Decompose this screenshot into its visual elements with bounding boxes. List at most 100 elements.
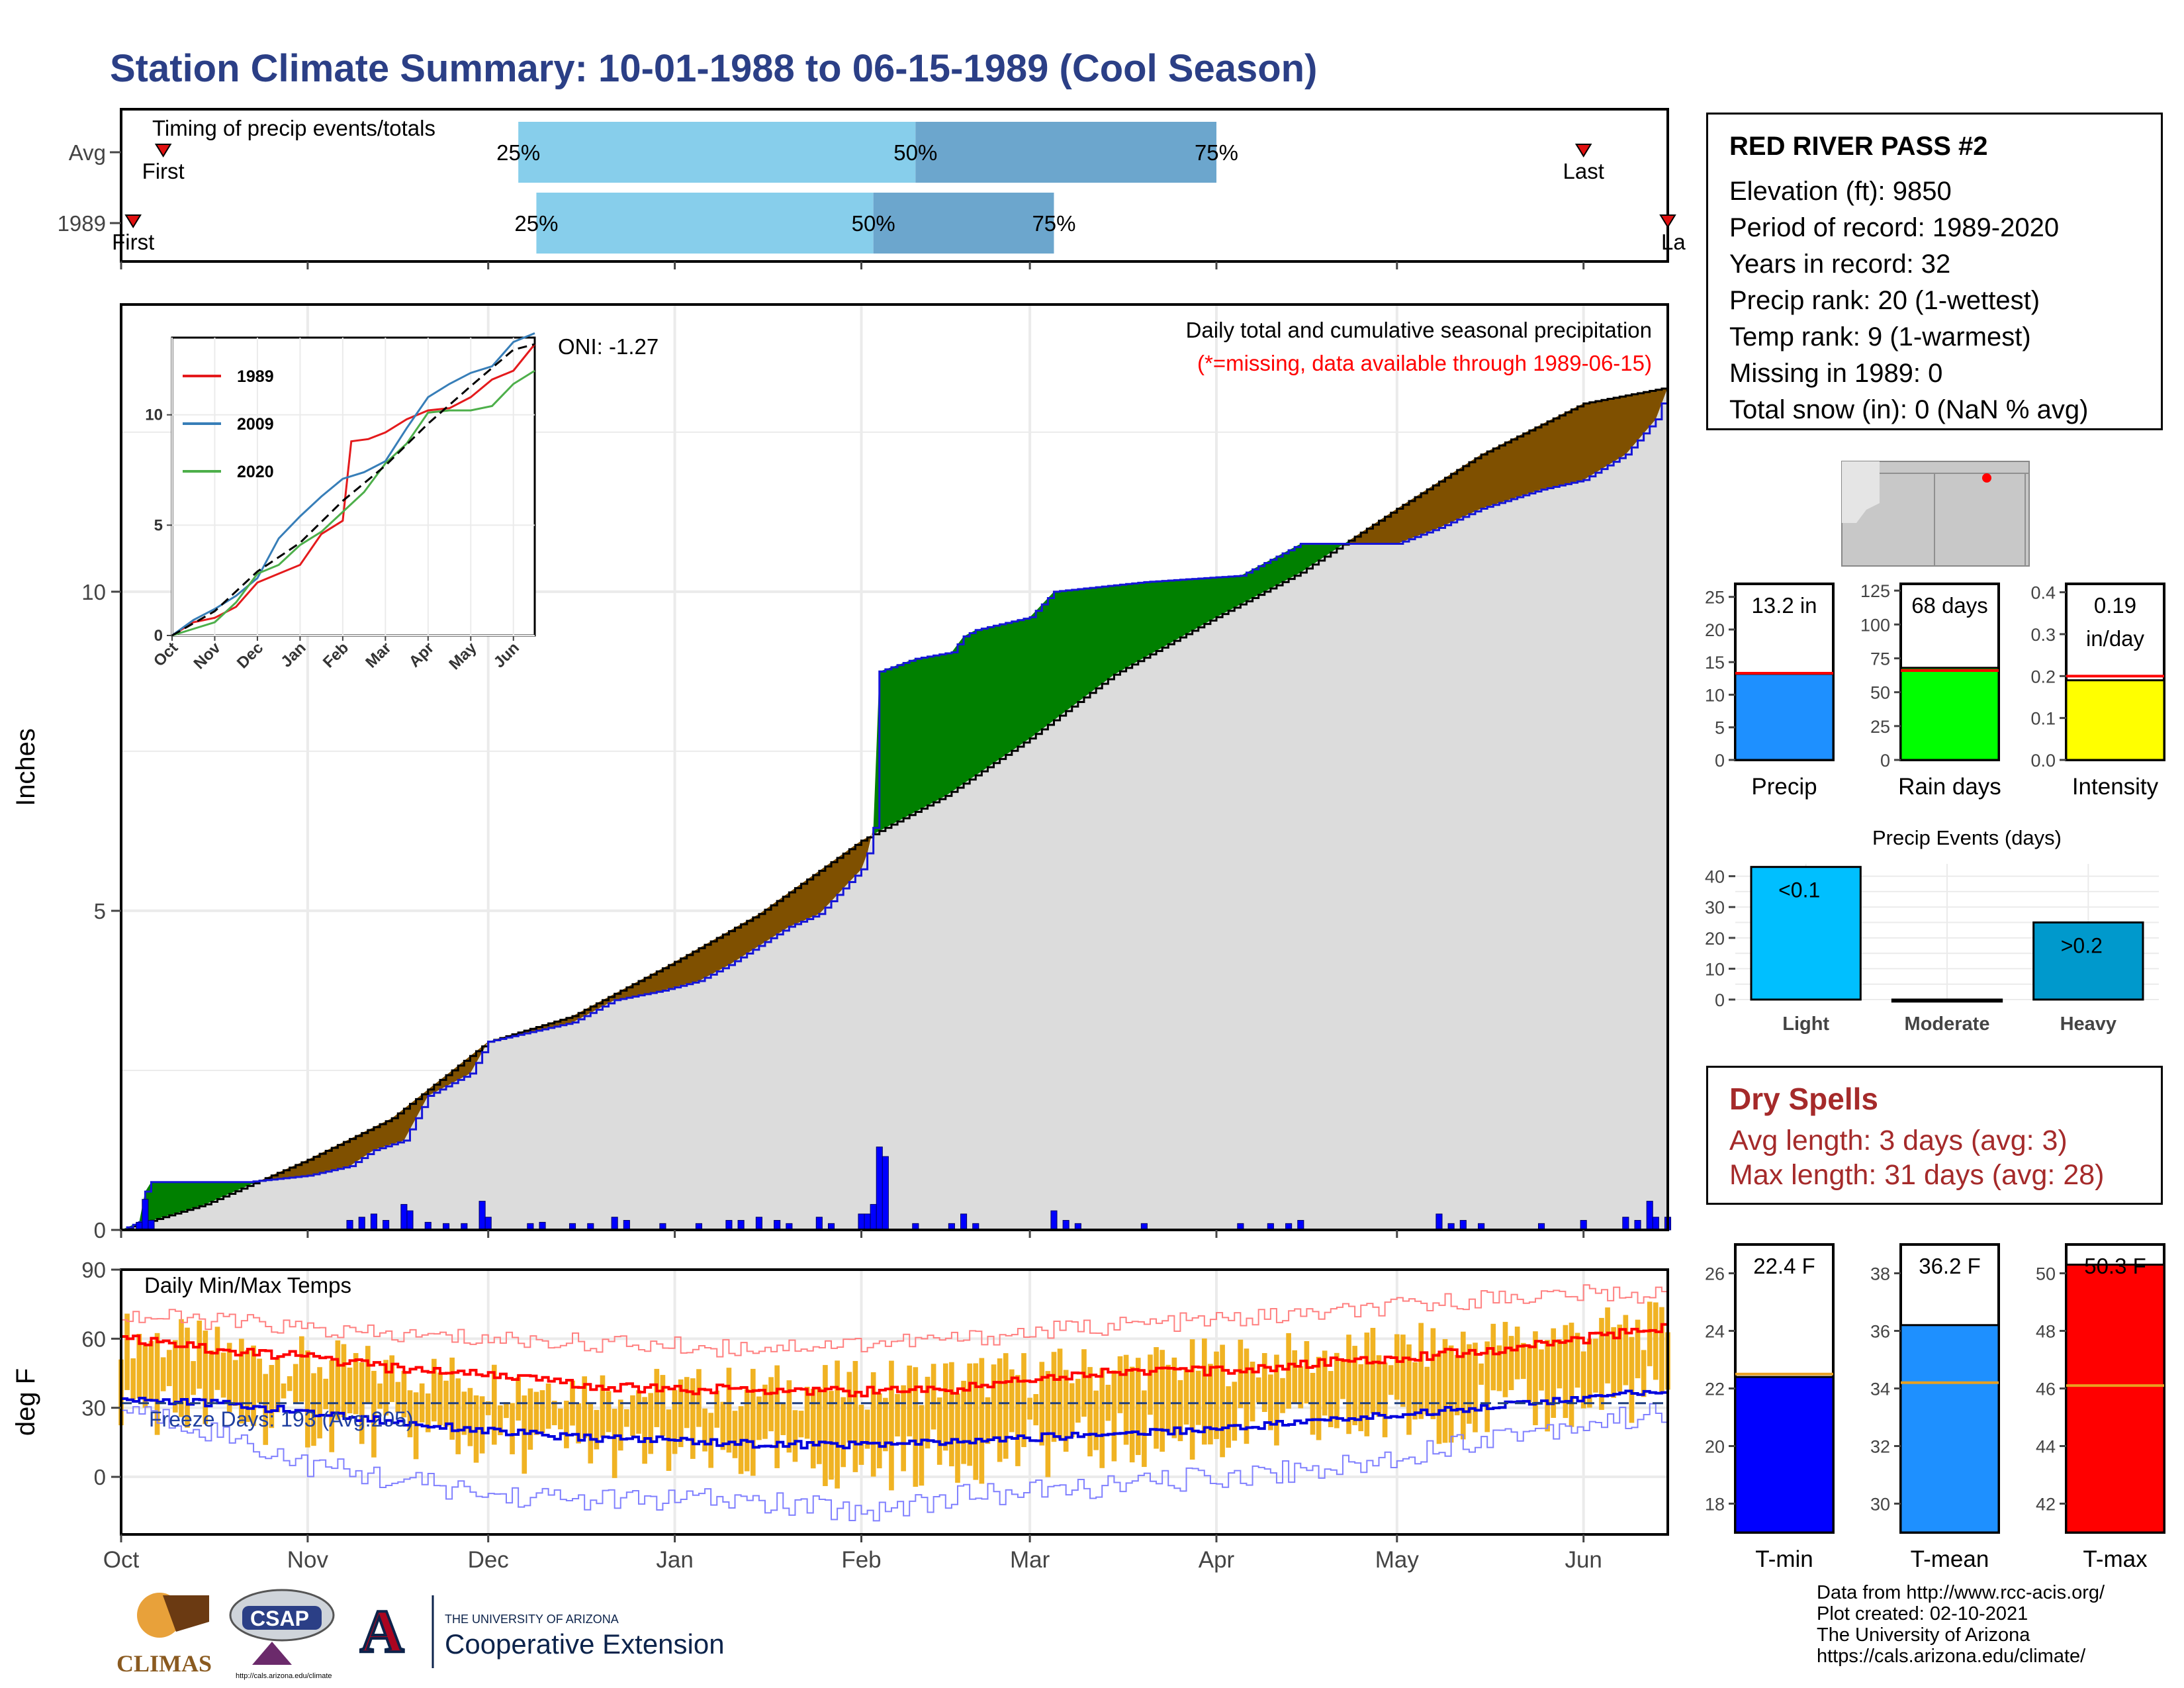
temps-daily-bar bbox=[197, 1321, 203, 1389]
temps-daily-bar bbox=[1527, 1345, 1532, 1403]
precip-frame bbox=[120, 303, 1669, 1231]
temps-daily-bar bbox=[630, 1395, 635, 1436]
temps-daily-bar bbox=[1135, 1358, 1141, 1456]
precip-above-avg-area bbox=[873, 540, 1349, 835]
temps-daily-bar bbox=[148, 1340, 154, 1401]
temp-summary-0-y-ticklabel: 26 bbox=[1705, 1264, 1725, 1284]
temps-daily-bar bbox=[1424, 1366, 1430, 1415]
temp-summary-1-y-ticklabel: 32 bbox=[1870, 1437, 1890, 1457]
temps-daily-bar bbox=[371, 1370, 377, 1458]
temps-daily-bar bbox=[967, 1363, 972, 1466]
precip-daily-bar bbox=[1459, 1220, 1467, 1231]
temps-daily-bar bbox=[1177, 1380, 1183, 1442]
temps-daily-bar bbox=[576, 1403, 581, 1444]
temps-daily-bar bbox=[1051, 1352, 1057, 1442]
precip-y-ticklabel: 5 bbox=[94, 899, 106, 923]
temps-x-ticklabel: May bbox=[1375, 1547, 1420, 1573]
temps-daily-bar bbox=[1412, 1362, 1418, 1420]
summary-0-y-ticklabel: 5 bbox=[1715, 718, 1725, 738]
temps-daily-bar bbox=[1574, 1333, 1580, 1388]
precip-daily-bar bbox=[858, 1213, 865, 1231]
temps-x-ticklabel: Oct bbox=[103, 1547, 140, 1573]
temps-daily-bar bbox=[1551, 1328, 1557, 1418]
summary-1-y-ticklabel: 25 bbox=[1870, 717, 1890, 737]
temps-daily-bar bbox=[1201, 1338, 1207, 1445]
temps-avg-max-line bbox=[121, 1323, 1669, 1397]
precip-daily-bar bbox=[358, 1217, 365, 1231]
events-bar bbox=[2032, 921, 2144, 1001]
precip-daily-bar bbox=[737, 1220, 745, 1231]
temps-daily-bar bbox=[582, 1376, 588, 1438]
temps-x-ticklabel: Mar bbox=[1010, 1547, 1050, 1573]
timing-q75-label: 75% bbox=[1195, 140, 1238, 165]
temps-daily-bar bbox=[870, 1372, 876, 1477]
summary-2-y-ticklabel: 0.0 bbox=[2030, 751, 2056, 771]
summary-1-y-ticklabel: 75 bbox=[1870, 649, 1890, 669]
csap-logo: CSAP http://cals.arizona.edu/climate bbox=[229, 1589, 335, 1680]
station-info-box: RED RIVER PASS #2 Elevation (ft): 9850 P… bbox=[1706, 113, 2163, 430]
temps-daily-bar bbox=[1322, 1350, 1328, 1416]
temps-daily-bar bbox=[690, 1378, 696, 1459]
csap-url: http://cals.arizona.edu/climate bbox=[236, 1672, 332, 1680]
precip-panel: 0 5 10 Inches Daily total and cumulative sea… bbox=[11, 303, 1672, 1243]
temp-summary-1-y-ticklabel: 30 bbox=[1870, 1495, 1890, 1515]
temps-daily-bar bbox=[432, 1358, 437, 1422]
temp-summary-2-y-ticklabel: 46 bbox=[2036, 1380, 2056, 1399]
timing-last-label: La bbox=[1661, 230, 1686, 254]
temps-daily-bar bbox=[1093, 1390, 1099, 1450]
temps-daily-bar bbox=[1304, 1340, 1310, 1404]
temps-daily-bar bbox=[756, 1396, 762, 1440]
temps-daily-bar bbox=[660, 1375, 666, 1436]
temps-daily-bar bbox=[455, 1378, 461, 1454]
precip-daily-bar bbox=[1062, 1220, 1069, 1231]
station-years: Years in record: 32 bbox=[1729, 250, 1951, 279]
station-period: Period of record: 1989-2020 bbox=[1729, 213, 2060, 242]
dry-spells-title: Dry Spells bbox=[1729, 1082, 1878, 1116]
temps-daily-bar bbox=[588, 1402, 594, 1464]
precip-daily-bar bbox=[148, 1220, 155, 1231]
temps-daily-bar bbox=[1448, 1345, 1454, 1443]
timing-first-marker bbox=[154, 144, 172, 158]
timing-panel: Timing of precip events/totals Avg 25% 50% 7… bbox=[58, 108, 1686, 269]
temps-daily-bar bbox=[1394, 1334, 1400, 1400]
temps-daily-bar bbox=[461, 1391, 467, 1435]
events-category-label: Light bbox=[1782, 1013, 1829, 1035]
temp-summary-0-y-ticklabel: 20 bbox=[1705, 1437, 1725, 1457]
precip-title: Daily total and cumulative seasonal prec… bbox=[1186, 318, 1652, 342]
temps-daily-bar bbox=[365, 1346, 371, 1404]
timing-row-label: 1989 bbox=[58, 211, 106, 236]
inset-series-2009 bbox=[171, 332, 535, 637]
temps-freeze-label: Freeze Days: 193 (Avg:205) bbox=[149, 1407, 414, 1431]
timing-last-marker bbox=[1659, 214, 1676, 228]
timing-bar-q50-q75 bbox=[915, 122, 1216, 183]
map-outside-area bbox=[1842, 461, 1880, 523]
precip-daily-bar bbox=[1580, 1220, 1587, 1231]
inset-y-ticklabel: 0 bbox=[154, 627, 163, 645]
precip-daily-bar bbox=[623, 1220, 630, 1231]
events-y-ticklabel: 20 bbox=[1705, 929, 1725, 949]
summary-0-value-label: 13.2 in bbox=[1751, 593, 1817, 618]
temps-daily-bar bbox=[720, 1401, 726, 1450]
csap-text: CSAP bbox=[250, 1607, 309, 1630]
temps-daily-bar bbox=[1183, 1369, 1189, 1425]
temp-summary-1-bar bbox=[1899, 1324, 2000, 1534]
inset-frame bbox=[171, 336, 536, 637]
temps-daily-bar bbox=[798, 1411, 804, 1438]
temps-daily-bar bbox=[1593, 1338, 1598, 1393]
temps-daily-bar bbox=[1328, 1371, 1334, 1427]
temps-daily-bar bbox=[1232, 1382, 1238, 1441]
credits-line2: Plot created: 02-10-2021 bbox=[1817, 1603, 2028, 1624]
temps-daily-bar bbox=[1195, 1370, 1201, 1425]
temp-summary-panel: 22.4 F 18 20 22 24 26 T-min 36.2 F 30 32 34 36 38 T-m… bbox=[1705, 1243, 2165, 1572]
precip-avg-line bbox=[121, 387, 1669, 1231]
summary-1-value-label: 68 days bbox=[1911, 593, 1988, 618]
temps-daily-bar bbox=[907, 1365, 913, 1436]
temps-daily-bar bbox=[1160, 1350, 1165, 1452]
temps-daily-bar bbox=[612, 1409, 617, 1478]
temps-daily-bar bbox=[173, 1340, 178, 1413]
temps-daily-bar bbox=[594, 1409, 600, 1450]
temps-daily-bar bbox=[551, 1401, 557, 1426]
temp-summary-1-y-ticklabel: 36 bbox=[1870, 1322, 1890, 1342]
temps-daily-bar bbox=[1286, 1333, 1291, 1409]
summary-0-category-label: Precip bbox=[1751, 774, 1817, 800]
